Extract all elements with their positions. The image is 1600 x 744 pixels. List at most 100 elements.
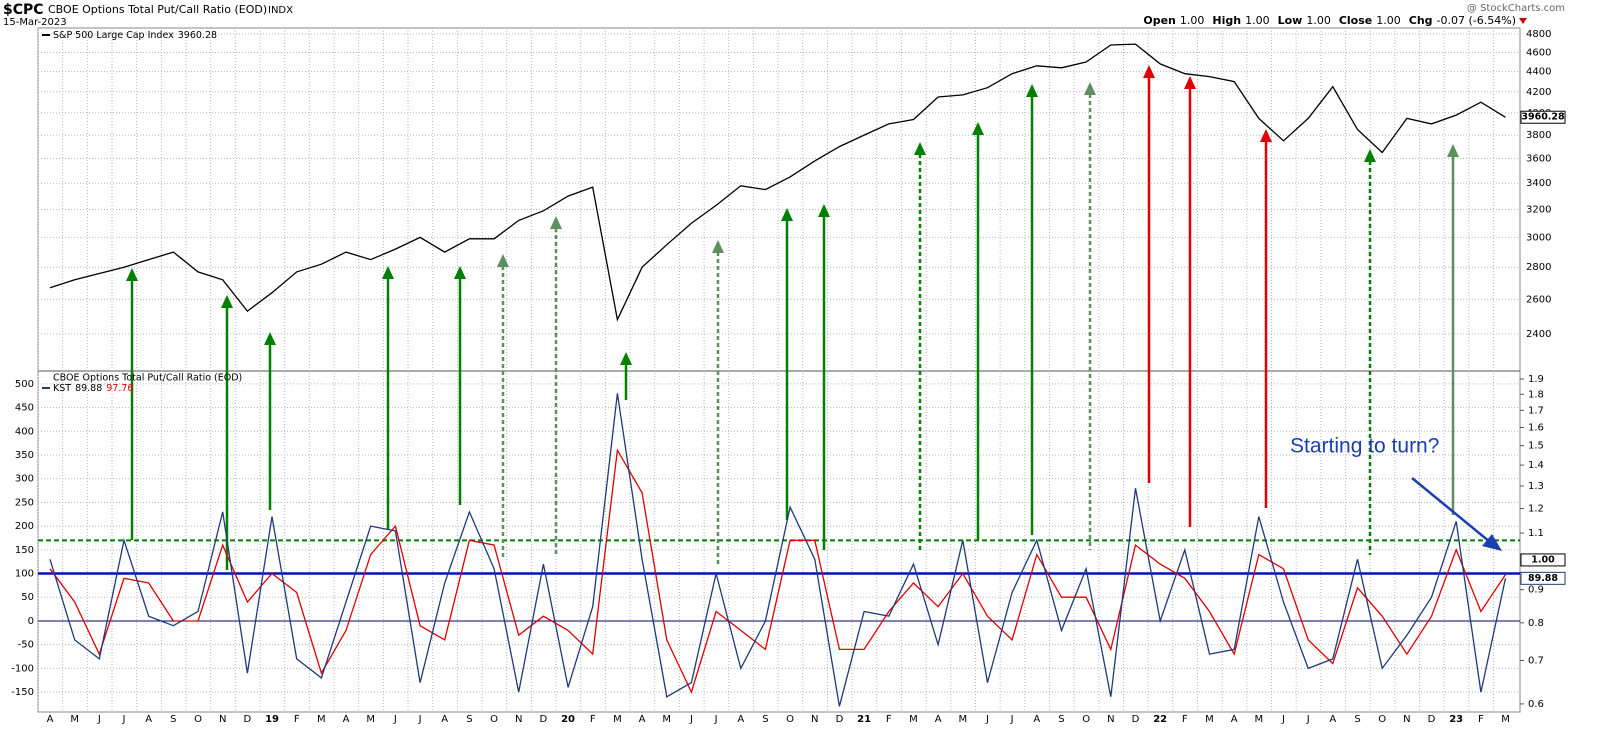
y2-tick-label: 0.7 [1528, 655, 1544, 666]
y2-tick-label: 1.4 [1528, 460, 1544, 471]
source: @ StockCharts.com [1467, 3, 1565, 14]
last-value-label: 89.88 [1528, 573, 1558, 584]
x-tick-label: M [317, 714, 326, 725]
x-tick-label: O [194, 714, 202, 725]
legend-value: 3960.28 [178, 30, 217, 41]
date: 15-Mar-2023 [3, 17, 67, 28]
quote-label: Close [1339, 14, 1372, 27]
y2-tick-label: 1.1 [1528, 528, 1544, 539]
last-value-tag [1520, 571, 1566, 585]
signal-arrow-head [221, 295, 233, 308]
x-tick-label: D [1132, 714, 1140, 725]
x-tick-label: A [737, 714, 744, 725]
x-tick-label: J [714, 714, 718, 725]
legend-name: KST [53, 383, 71, 394]
x-tick-label: 22 [1153, 714, 1167, 725]
y-tick-label: 100 [15, 569, 34, 580]
quote-label: Open [1143, 14, 1176, 27]
y-tick-label: 150 [15, 545, 34, 556]
x-tick-label: M [70, 714, 79, 725]
y-tick-label: 200 [15, 521, 34, 532]
x-tick-label: J [393, 714, 397, 725]
signal-arrow-head [382, 266, 394, 279]
signal-arrow-head [914, 142, 926, 155]
x-tick-label: O [1082, 714, 1090, 725]
y-tick-label: -50 [18, 640, 34, 651]
signal-arrow-head [781, 208, 793, 221]
symbol-name: CBOE Options Total Put/Call Ratio (EOD) [48, 3, 267, 16]
y-tick-label: 4600 [1526, 47, 1551, 58]
quote-value: -0.07 (-6.54%) [1437, 14, 1516, 27]
y-tick-label: 300 [15, 474, 34, 485]
x-tick-label: A [145, 714, 152, 725]
y-tick-label: -100 [11, 663, 34, 674]
x-tick-label: D [836, 714, 844, 725]
y2-tick-label: 1.6 [1528, 422, 1544, 433]
x-tick-label: S [170, 714, 176, 725]
signal-arrow-head [264, 332, 276, 345]
y-tick-label: 2600 [1526, 294, 1551, 305]
x-tick-label: N [1107, 714, 1114, 725]
y2-tick-label: 1.8 [1528, 389, 1544, 400]
x-tick-label: N [219, 714, 226, 725]
y2-tick-label: 1.7 [1528, 405, 1544, 416]
y-tick-label: 3200 [1526, 204, 1551, 215]
signal-arrow-head [712, 240, 724, 253]
signal-arrow-head [620, 352, 632, 365]
x-tick-label: A [1329, 714, 1336, 725]
y-tick-label: 3800 [1526, 130, 1551, 141]
x-tick-label: D [1428, 714, 1436, 725]
exchange: INDX [268, 5, 293, 16]
last-value-tag [1520, 110, 1566, 124]
y2-tick-label: 0.9 [1528, 585, 1544, 596]
x-tick-label: A [1033, 714, 1040, 725]
signal-arrow-head [126, 268, 138, 281]
x-tick-label: M [366, 714, 375, 725]
legend-value: 89.88 [75, 383, 102, 394]
x-tick-label: O [1378, 714, 1386, 725]
y2-tick-label: 0.6 [1528, 699, 1544, 710]
y-tick-label: 450 [15, 403, 34, 414]
x-tick-label: S [762, 714, 768, 725]
series-line [49, 448, 1507, 694]
x-tick-label: J [1010, 714, 1014, 725]
y2-tick-label: 0.8 [1528, 618, 1544, 629]
change-icon [1519, 18, 1527, 24]
x-tick-label: A [935, 714, 942, 725]
x-tick-label: M [1205, 714, 1214, 725]
x-tick-label: S [466, 714, 472, 725]
signal-arrow-head [1447, 144, 1459, 157]
y-tick-label: 0 [28, 616, 34, 627]
x-tick-label: M [909, 714, 918, 725]
quote: Open 1.00 High 1.00 Low 1.00 Close 1.00 Chg -0.07… [1143, 14, 1516, 27]
annotation: Starting to turn? [1290, 435, 1439, 458]
panel-title: CBOE Options Total Put/Call Ratio (EOD) [53, 373, 242, 384]
quote-label: High [1212, 14, 1241, 27]
last-value-label: 1.00 [1531, 554, 1555, 565]
x-tick-label: N [811, 714, 818, 725]
x-tick-label: M [1255, 714, 1264, 725]
x-tick-label: J [122, 714, 126, 725]
y-tick-label: 500 [15, 379, 34, 390]
y-tick-label: 2800 [1526, 262, 1551, 273]
y-tick-label: 2400 [1526, 329, 1551, 340]
series-line [49, 393, 1507, 707]
x-tick-label: 20 [561, 714, 575, 725]
x-tick-label: N [1403, 714, 1410, 725]
x-tick-label: J [97, 714, 101, 725]
x-tick-label: O [786, 714, 794, 725]
signal-arrow-head [1260, 129, 1272, 142]
x-tick-label: J [689, 714, 693, 725]
signal-arrow-head [1184, 76, 1196, 89]
x-tick-label: J [1281, 714, 1285, 725]
quote-label: Chg [1409, 14, 1433, 27]
x-tick-label: M [958, 714, 967, 725]
y2-tick-label: 1.5 [1528, 441, 1544, 452]
quote-value: 1.00 [1376, 14, 1401, 27]
x-tick-label: D [244, 714, 252, 725]
y-tick-label: 400 [15, 426, 34, 437]
quote-value: 1.00 [1245, 14, 1270, 27]
y-tick-label: 3000 [1526, 232, 1551, 243]
y-tick-label: 250 [15, 497, 34, 508]
